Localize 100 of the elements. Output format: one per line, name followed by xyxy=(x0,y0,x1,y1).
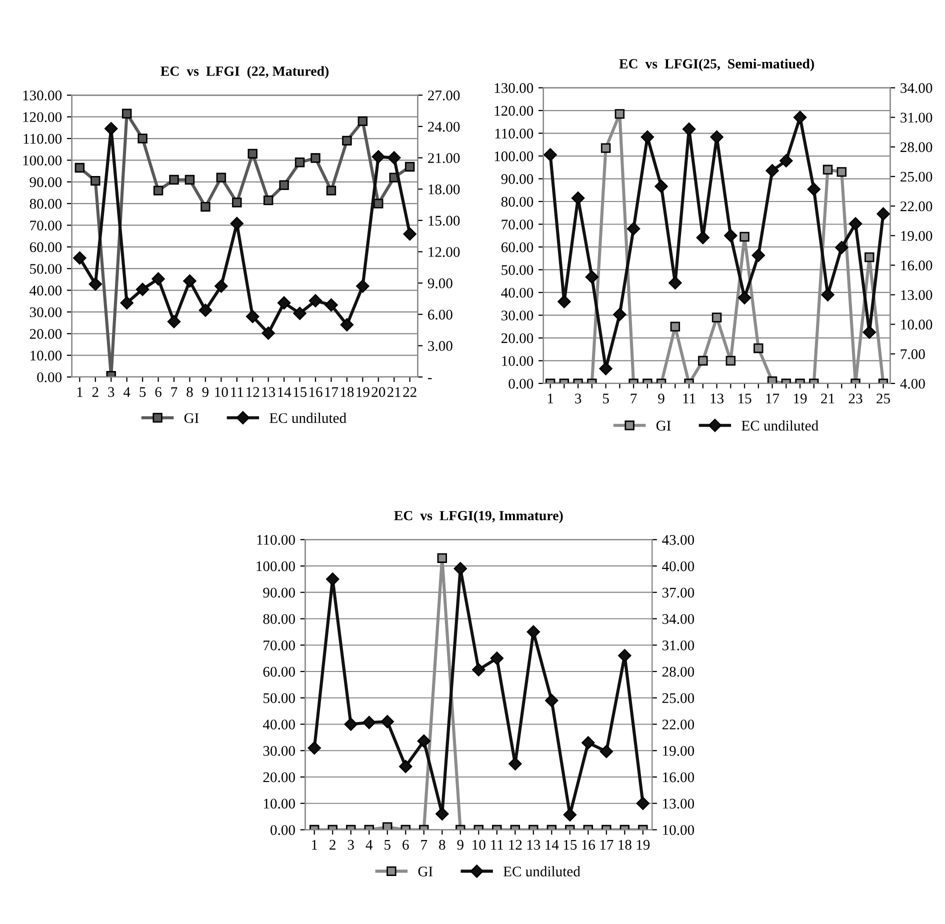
point xyxy=(342,136,352,146)
y2-tick-label: - xyxy=(428,378,432,380)
legend-label: EC undiluted xyxy=(742,420,818,431)
point xyxy=(324,298,338,312)
point xyxy=(404,162,415,172)
y2-tick-label: 13.00 xyxy=(901,290,932,300)
point xyxy=(545,694,558,708)
x-tick-label: 6 xyxy=(402,840,409,850)
y-tick-label: 40.00 xyxy=(501,288,534,298)
point xyxy=(862,326,876,339)
y2-tick-label: 34.00 xyxy=(900,83,932,94)
point xyxy=(766,164,779,178)
point xyxy=(490,652,504,665)
point xyxy=(767,376,778,384)
x-tick-label: 9 xyxy=(202,387,208,397)
y-tick-label: 30.00 xyxy=(30,307,62,318)
y-tick-label: 130.00 xyxy=(494,83,534,94)
point xyxy=(326,186,336,196)
x-tick-label: 14 xyxy=(546,840,559,850)
point xyxy=(358,116,368,126)
x-tick-label: 11 xyxy=(683,394,696,404)
point xyxy=(232,198,242,208)
y-tick-label: 130.00 xyxy=(23,90,62,100)
x-tick-label: 17 xyxy=(600,840,614,850)
legend-label: GI xyxy=(656,420,671,431)
y2-tick-label: 24.00 xyxy=(428,122,460,132)
x-tick-label: 9 xyxy=(658,394,664,404)
x-tick-label: 11 xyxy=(231,387,244,397)
point xyxy=(362,716,376,730)
point xyxy=(836,167,846,177)
point xyxy=(138,134,148,144)
x-tick-label: 15 xyxy=(294,387,306,397)
point xyxy=(618,649,632,662)
point xyxy=(374,198,384,208)
point xyxy=(636,796,650,810)
x-tick-label: 7 xyxy=(421,840,428,850)
y-tick-label: 20.00 xyxy=(30,328,62,339)
point xyxy=(308,294,322,308)
point xyxy=(821,288,834,302)
y-tick-label: 120.00 xyxy=(23,112,62,122)
x-tick-label: 1 xyxy=(312,840,318,850)
y-tick-label: 80.00 xyxy=(30,198,62,209)
point xyxy=(563,808,576,822)
point xyxy=(308,741,321,755)
legend-label: GI xyxy=(184,413,199,424)
y-tick-label: 20.00 xyxy=(263,772,295,782)
y-tick-label: 40.00 xyxy=(262,720,295,730)
y-tick-label: 110.00 xyxy=(495,128,534,139)
y2-tick-label: 34.00 xyxy=(662,614,694,624)
point xyxy=(585,270,599,284)
point xyxy=(599,362,612,376)
point xyxy=(153,186,164,196)
y-tick-label: 50.00 xyxy=(502,265,534,276)
point xyxy=(835,240,848,254)
x-tick-label: 23 xyxy=(848,394,862,404)
y2-tick-label: 7.00 xyxy=(900,349,925,360)
x-tick-label: 18 xyxy=(340,387,354,397)
y2-tick-label: 25.00 xyxy=(900,172,932,182)
y-tick-label: 80.00 xyxy=(501,196,534,207)
point xyxy=(198,304,212,317)
point xyxy=(380,715,394,728)
x-tick-label: 13 xyxy=(262,387,276,397)
point xyxy=(184,174,195,185)
x-tick-label: 5 xyxy=(384,840,390,850)
point xyxy=(372,150,385,164)
point xyxy=(822,164,833,175)
x-tick-label: 13 xyxy=(527,840,540,850)
y2-tick-label: 10.00 xyxy=(901,320,932,330)
point xyxy=(152,272,165,286)
y2-tick-label: 22.00 xyxy=(900,201,932,212)
x-tick-label: 3 xyxy=(575,394,582,404)
point xyxy=(248,148,258,159)
x-tick-label: 7 xyxy=(171,387,178,397)
y2-tick-label: 4.00 xyxy=(900,378,925,389)
y-tick-label: 10.00 xyxy=(30,350,62,361)
y2-tick-label: 31.00 xyxy=(900,112,932,123)
point xyxy=(277,296,291,310)
y-tick-label: 90.00 xyxy=(30,177,62,188)
point xyxy=(582,736,595,750)
y-tick-label: 20.00 xyxy=(501,333,534,344)
x-tick-label: 10 xyxy=(215,387,228,397)
y2-tick-label: 40.00 xyxy=(662,561,694,572)
point xyxy=(626,222,640,236)
point xyxy=(293,306,306,320)
x-tick-label: 9 xyxy=(457,840,464,850)
y-tick-label: 50.00 xyxy=(264,693,295,704)
x-tick-label: 12 xyxy=(246,387,260,397)
point xyxy=(752,248,765,262)
x-tick-label: 17 xyxy=(766,394,780,404)
y-tick-label: 40.00 xyxy=(30,286,62,296)
y-tick-label: 0.00 xyxy=(37,372,62,382)
point xyxy=(710,130,724,144)
point xyxy=(167,315,181,328)
y-tick-label: 110.00 xyxy=(257,534,295,545)
x-tick-label: 21 xyxy=(821,394,834,404)
y-tick-label: 110.00 xyxy=(24,134,62,144)
point xyxy=(654,180,668,193)
y2-tick-label: 9.00 xyxy=(428,278,452,288)
y-tick-label: 60.00 xyxy=(30,242,62,252)
point xyxy=(571,192,585,205)
